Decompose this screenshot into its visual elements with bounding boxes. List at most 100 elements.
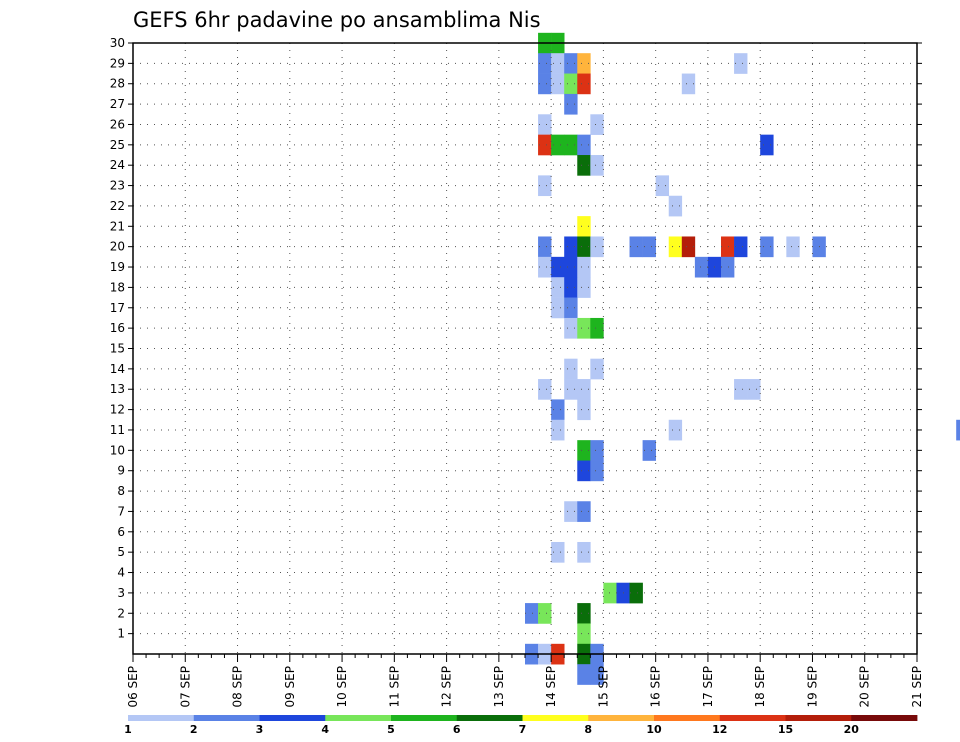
heatmap-cell [603, 582, 617, 604]
colorbar-swatch [456, 715, 523, 721]
colorbar-swatch [588, 715, 655, 721]
heatmap-cell [564, 358, 578, 380]
heatmap-cells [525, 32, 960, 685]
heatmap-cell [590, 440, 604, 461]
colorbar-label: 20 [844, 723, 860, 736]
colorbar-swatch [522, 715, 589, 721]
colorbar-swatch [325, 715, 392, 721]
heatmap-cell [577, 53, 591, 74]
y-tick-label: 18 [110, 280, 125, 294]
heatmap-cell [564, 277, 578, 298]
heatmap-cell [577, 216, 591, 237]
heatmap-cell [577, 155, 591, 176]
heatmap-cell [590, 155, 604, 176]
heatmap-cell [956, 419, 960, 441]
heatmap-cell [551, 297, 565, 319]
colorbar-label: 5 [387, 723, 395, 736]
heatmap-cell [668, 419, 683, 441]
heatmap-cell [577, 664, 591, 685]
colorbar-label: 3 [256, 723, 264, 736]
heatmap-cell [564, 501, 578, 522]
heatmap-cell [564, 317, 578, 339]
x-tick-label: 13 SEP [492, 666, 506, 708]
heatmap-cell [564, 53, 578, 74]
x-tick-label: 19 SEP [805, 666, 819, 708]
y-tick-label: 10 [110, 443, 125, 457]
heatmap-cell [590, 114, 604, 135]
y-tick-label: 27 [110, 97, 125, 111]
heatmap-cell [668, 236, 683, 258]
colorbar-legend: 1 2 3 4 5 6 7 8 10 12 15 20 [124, 715, 918, 736]
y-tick-label: 29 [110, 56, 125, 70]
heatmap-cell [577, 501, 591, 522]
colorbar-swatch [128, 715, 195, 721]
y-tick-label: 19 [110, 260, 125, 274]
x-tick-label: 06 SEP [126, 666, 140, 708]
y-tick-label: 20 [110, 240, 125, 254]
heatmap-cell [551, 256, 565, 278]
heatmap-cell [538, 114, 552, 135]
heatmap-cell [551, 277, 565, 298]
heatmap-cell [590, 664, 604, 685]
heatmap-cell [577, 399, 591, 421]
y-tick-label: 15 [110, 342, 125, 356]
y-axis: 1234567891011121314151617181920212223242… [110, 36, 922, 641]
heatmap-cell [577, 256, 591, 278]
colorbar-swatch [654, 715, 721, 721]
y-tick-label: 3 [117, 586, 125, 600]
x-axis: 06 SEP 07 SEP 08 SEP 09 SEP 10 SEP 11 SEP 12 S… [126, 654, 924, 708]
x-tick-label: 16 SEP [649, 666, 663, 708]
y-tick-label: 16 [110, 321, 125, 335]
heatmap-cell [564, 297, 578, 319]
y-tick-label: 4 [117, 566, 125, 580]
heatmap-cell [538, 134, 552, 156]
colorbar-swatch [391, 715, 458, 721]
y-tick-label: 2 [117, 606, 125, 620]
heatmap-cell [590, 460, 604, 482]
heatmap-cell [551, 419, 565, 441]
heatmap-cell [525, 603, 539, 624]
y-tick-label: 11 [110, 423, 125, 437]
heatmap-cell [577, 541, 591, 563]
y-tick-label: 7 [117, 504, 125, 518]
y-tick-label: 30 [110, 36, 125, 50]
colorbar-label: 6 [453, 723, 461, 736]
colorbar-swatch [193, 715, 260, 721]
heatmap-cell [760, 236, 774, 258]
heatmap-cell [629, 582, 643, 604]
colorbar-swatch [719, 715, 786, 721]
x-tick-label: 08 SEP [231, 666, 245, 708]
grid-lines [133, 42, 917, 654]
heatmap-cell [564, 73, 578, 95]
heatmap-cell [590, 358, 604, 380]
heatmap-cell [734, 379, 748, 400]
y-tick-label: 12 [110, 403, 125, 417]
colorbar-label: 12 [712, 723, 727, 736]
heatmap-cell [577, 317, 591, 339]
y-tick-label: 28 [110, 77, 125, 91]
x-tick-label: 10 SEP [335, 666, 349, 708]
heatmap-cell [577, 603, 591, 624]
x-tick-label: 14 SEP [544, 666, 558, 708]
heatmap-cell [642, 440, 656, 461]
heatmap-cell [538, 603, 552, 624]
heatmap-cell [577, 134, 591, 156]
heatmap-cell [577, 623, 591, 645]
heatmap-cell [694, 256, 709, 278]
y-tick-label: 23 [110, 179, 125, 193]
heatmap-cell [760, 134, 774, 156]
x-tick-label: 15 SEP [596, 666, 610, 708]
heatmap-cell [564, 134, 578, 156]
heatmap-cell [786, 236, 800, 258]
y-tick-label: 25 [110, 138, 125, 152]
x-tick-label: 20 SEP [858, 666, 872, 708]
heatmap-cell [577, 277, 591, 298]
heatmap-cell [538, 379, 552, 400]
heatmap-cell [538, 175, 552, 197]
colorbar-label: 7 [519, 723, 527, 736]
heatmap-cell [681, 73, 696, 95]
heatmap-cell [577, 73, 591, 95]
heatmap-cell [577, 379, 591, 400]
y-tick-label: 21 [110, 219, 125, 233]
